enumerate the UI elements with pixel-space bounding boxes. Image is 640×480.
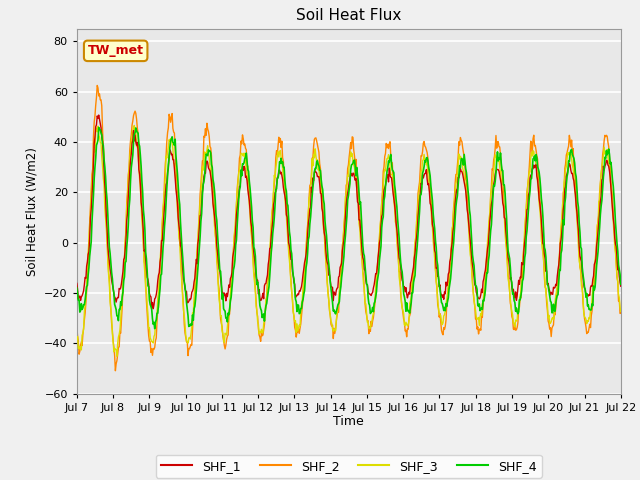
SHF_2: [83, 288, 90, 294]
SHF_1: [140, 230, 147, 236]
SHF_1: [196, 224, 204, 229]
X-axis label: Time: Time: [333, 415, 364, 429]
Line: SHF_1: SHF_1: [77, 115, 621, 309]
SHF_2: [617, 310, 625, 316]
SHF_3: [131, 122, 138, 128]
SHF_2: [433, 279, 440, 285]
SHF_3: [140, 261, 148, 267]
SHF_4: [73, 285, 81, 291]
SHF_4: [617, 281, 625, 287]
SHF_1: [73, 280, 81, 286]
Line: SHF_3: SHF_3: [77, 125, 621, 356]
SHF_2: [111, 368, 119, 373]
SHF_4: [95, 125, 102, 131]
SHF_2: [196, 210, 204, 216]
SHF_4: [224, 310, 232, 316]
SHF_1: [433, 265, 440, 271]
SHF_3: [196, 213, 204, 218]
SHF_4: [196, 244, 204, 250]
SHF_2: [224, 332, 232, 338]
SHF_3: [83, 281, 90, 287]
SHF_4: [151, 326, 159, 332]
SHF_3: [73, 336, 81, 342]
SHF_3: [417, 179, 424, 184]
Legend: SHF_1, SHF_2, SHF_3, SHF_4: SHF_1, SHF_2, SHF_3, SHF_4: [156, 455, 541, 478]
Y-axis label: Soil Heat Flux (W/m2): Soil Heat Flux (W/m2): [26, 147, 38, 276]
SHF_1: [617, 283, 625, 289]
SHF_1: [224, 289, 232, 295]
SHF_4: [417, 192, 424, 198]
SHF_4: [433, 245, 440, 251]
SHF_4: [140, 207, 147, 213]
Title: Soil Heat Flux: Soil Heat Flux: [296, 9, 401, 24]
SHF_1: [95, 112, 102, 118]
SHF_2: [93, 83, 101, 88]
SHF_3: [224, 316, 232, 322]
SHF_2: [417, 165, 424, 171]
SHF_3: [617, 308, 625, 314]
SHF_2: [140, 259, 148, 264]
SHF_1: [149, 306, 157, 312]
SHF_1: [83, 264, 90, 269]
Line: SHF_4: SHF_4: [77, 128, 621, 329]
SHF_1: [417, 191, 424, 197]
Line: SHF_2: SHF_2: [77, 85, 621, 371]
SHF_4: [83, 284, 90, 289]
SHF_3: [113, 353, 121, 359]
SHF_2: [73, 324, 81, 329]
Text: TW_met: TW_met: [88, 44, 144, 57]
SHF_3: [433, 275, 440, 280]
